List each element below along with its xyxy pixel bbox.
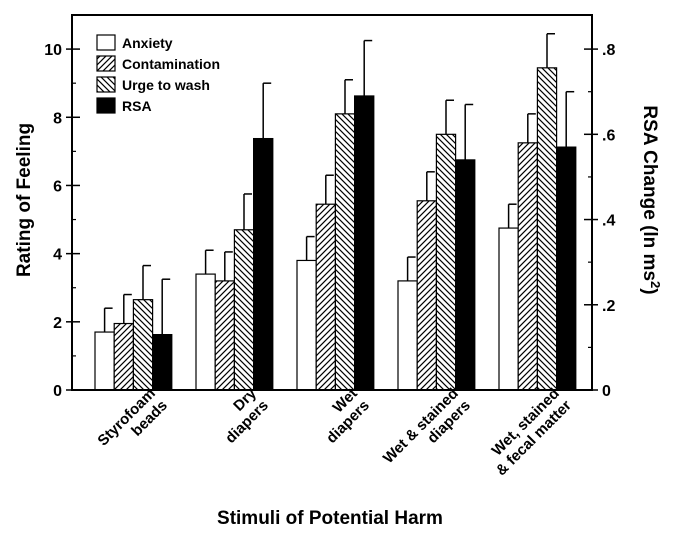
legend-label: Anxiety: [122, 35, 173, 51]
bar-contamination-1: [214, 280, 235, 391]
error-bar-contamination-4: [527, 113, 536, 143]
y2-tick-label: .2: [602, 298, 615, 315]
error-bar-anxiety-3: [406, 256, 416, 281]
bar-urge-to-wash-1: [233, 229, 255, 391]
error-bar-rsa-2: [363, 39, 373, 96]
bar-contamination-0: [113, 322, 134, 391]
bar-contamination-2: [315, 203, 337, 391]
y-tick-label: 0: [53, 383, 62, 400]
bar-rsa-3: [455, 159, 476, 391]
bar-urge-to-wash-0: [132, 299, 154, 391]
plot-frame: [71, 14, 593, 391]
bar-contamination-3: [416, 200, 438, 391]
y-axis-title: Rating of Feeling: [14, 123, 35, 277]
legend-swatch-contamination: [96, 55, 116, 72]
y-tick-label: 2: [53, 315, 62, 332]
bar-rsa-2: [354, 95, 375, 391]
error-bar-contamination-1: [224, 251, 233, 281]
bar-rsa-4: [555, 146, 577, 391]
error-bar-urge-to-wash-4: [546, 33, 555, 68]
error-bar-anxiety-2: [305, 235, 315, 261]
y-tick-label: 6: [53, 178, 62, 195]
bar-contamination-4: [517, 142, 539, 391]
error-bar-contamination-0: [123, 293, 132, 324]
error-bar-rsa-4: [565, 90, 575, 148]
bar-urge-to-wash-4: [536, 67, 558, 391]
legend-swatch-rsa: [96, 97, 116, 114]
legend-label: Urge to wash: [122, 77, 210, 93]
legend-label: RSA: [122, 98, 152, 114]
y2-tick-label: 0: [602, 383, 611, 400]
y2-tick-label: .6: [602, 127, 615, 144]
error-bar-contamination-2: [325, 174, 334, 205]
bar-anxiety-3: [397, 280, 418, 391]
legend-swatch-anxiety: [96, 34, 116, 51]
y-tick-label: 4: [53, 247, 62, 264]
error-bar-contamination-3: [426, 171, 435, 201]
tick-labels: 0 2 4 6 8 10 0 .2 .4 .6 .8: [44, 42, 615, 400]
y-tick-label: 8: [53, 110, 62, 127]
error-bar-rsa-1: [262, 82, 272, 139]
bar-anxiety-0: [94, 331, 115, 391]
y2-tick-label: .8: [602, 42, 615, 59]
error-bar-urge-to-wash-1: [243, 193, 252, 230]
legend-swatch-urge-to-wash: [96, 76, 116, 93]
error-bar-rsa-0: [161, 278, 171, 335]
bar-urge-to-wash-2: [334, 113, 356, 391]
error-bar-urge-to-wash-3: [445, 99, 454, 135]
legend: Anxiety Contamination Urge to wash RSA: [96, 34, 220, 114]
bar-rsa-0: [152, 334, 173, 391]
error-bar-anxiety-1: [204, 249, 214, 275]
y-tick-label: 10: [44, 42, 62, 59]
error-bar-anxiety-0: [103, 307, 113, 333]
error-bars: [103, 33, 575, 335]
legend-label: Contamination: [122, 56, 220, 72]
axes: [66, 14, 598, 391]
bar-anxiety-4: [498, 227, 519, 391]
error-bar-urge-to-wash-2: [344, 79, 353, 114]
error-bar-rsa-3: [464, 103, 474, 160]
category-label-4: Wet, stained& fecal matter: [489, 385, 575, 479]
bar-anxiety-2: [296, 259, 317, 391]
bar-anxiety-1: [195, 273, 216, 391]
bars: [94, 67, 577, 391]
x-axis-title: Stimuli of Potential Harm: [217, 508, 443, 529]
y2-axis-title: RSA Change (ln ms2): [639, 105, 664, 294]
bar-urge-to-wash-3: [435, 133, 457, 391]
error-bar-urge-to-wash-0: [142, 264, 151, 300]
bar-rsa-1: [253, 137, 274, 391]
error-bar-anxiety-4: [507, 203, 517, 229]
y2-tick-label: .4: [602, 213, 615, 230]
